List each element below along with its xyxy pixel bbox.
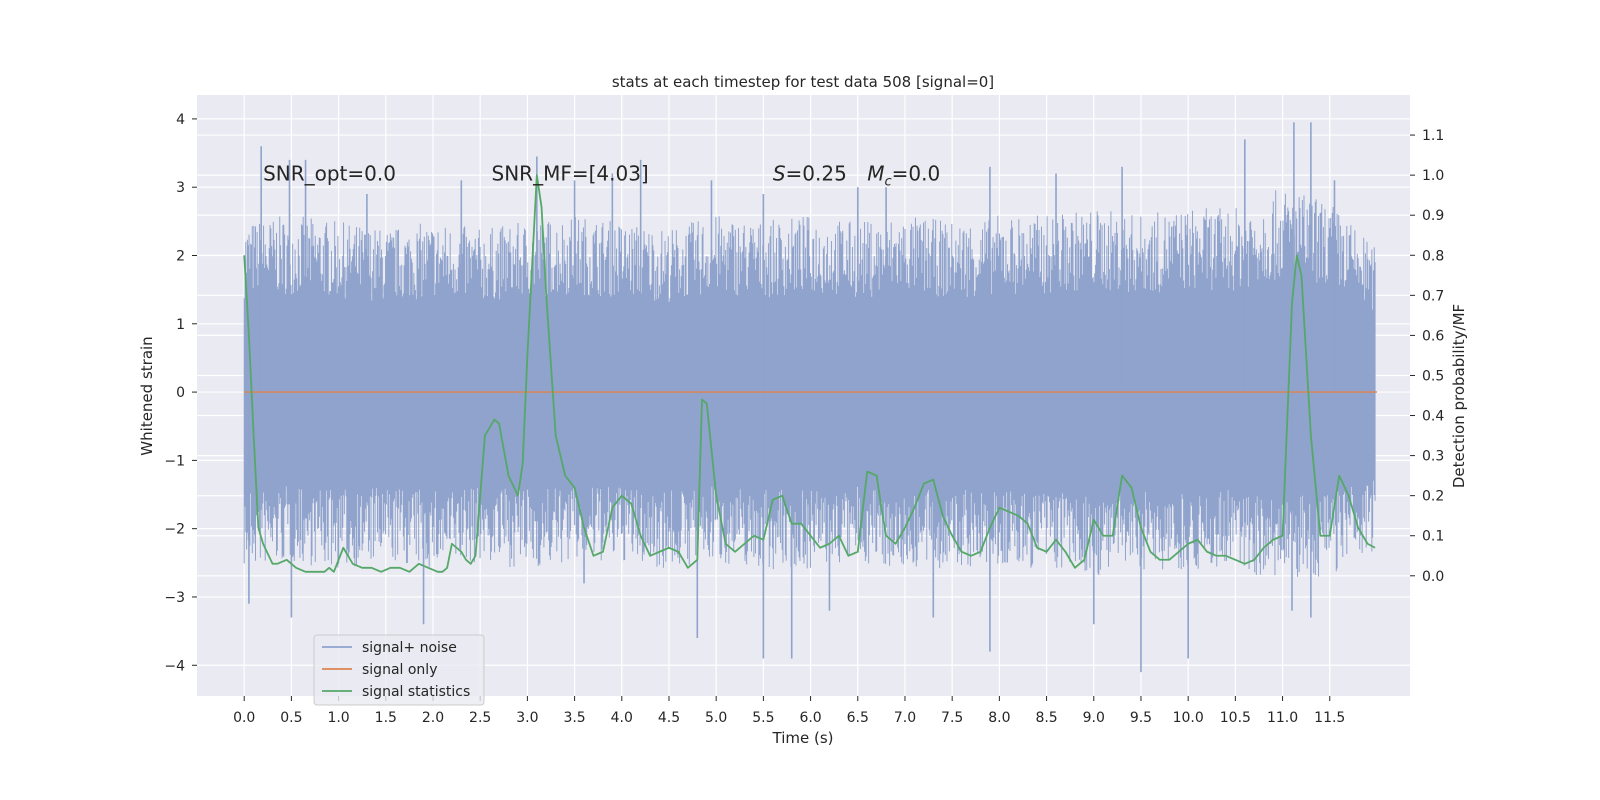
left-y-axis-ticks: 4 3 2 1 0 −1 −2 −3 −4 [164, 112, 197, 674]
yl-tick-label-2: 2 [176, 248, 185, 264]
x-tick-label-20: 10.0 [1173, 710, 1204, 726]
yr-tick-label-6: 0.5 [1422, 368, 1444, 384]
yl-tick-label-7: −3 [164, 590, 185, 606]
x-tick-label-16: 8.0 [988, 710, 1010, 726]
x-tick-label-15: 7.5 [941, 710, 963, 726]
x-tick-label-6: 3.0 [516, 710, 538, 726]
x-tick-label-21: 10.5 [1220, 710, 1251, 726]
x-tick-label-17: 8.5 [1035, 710, 1057, 726]
annotation-snr-mf: SNR_MF=[4.03] [492, 161, 649, 185]
yl-tick-label-3: 1 [176, 317, 185, 333]
yl-tick-label-8: −4 [164, 658, 185, 674]
x-tick-label-18: 9.0 [1083, 710, 1105, 726]
yr-tick-label-3: 0.8 [1422, 248, 1444, 264]
legend-box [313, 634, 485, 706]
left-y-axis-label: Whitened strain [138, 336, 156, 455]
x-tick-label-7: 3.5 [563, 710, 585, 726]
yr-tick-label-8: 0.3 [1422, 449, 1444, 465]
x-tick-label-8: 4.0 [611, 710, 633, 726]
x-tick-label-10: 5.0 [705, 710, 727, 726]
signal-statistics-trace [243, 174, 1376, 573]
yr-tick-label-11: 0.0 [1422, 569, 1444, 585]
annotation-mc-value: Mc=0.0 [867, 161, 940, 189]
x-tick-label-19: 9.5 [1130, 710, 1152, 726]
legend-label-signal-noise: signal+ noise [362, 640, 457, 656]
x-tick-label-3: 1.5 [375, 710, 397, 726]
annotation-snr-opt: SNR_opt=0.0 [263, 161, 396, 185]
yl-tick-label-1: 3 [176, 180, 185, 196]
x-tick-label-2: 1.0 [327, 710, 349, 726]
x-tick-label-1: 0.5 [280, 710, 302, 726]
yr-tick-label-1: 1.0 [1422, 168, 1444, 184]
x-tick-label-0: 0.0 [233, 710, 255, 726]
x-tick-label-13: 6.5 [847, 710, 869, 726]
x-tick-label-23: 11.5 [1314, 710, 1345, 726]
x-axis-ticks: 0.0 0.5 1.0 1.5 2.0 2.5 3.0 3.5 4.0 4.5 5.0 5.5 6.0 6… [233, 696, 1345, 726]
annotations: SNR_opt=0.0 SNR_MF=[4.03] S=0.25 Mc=0.0 [263, 161, 940, 189]
signal-noise-line [243, 190, 1376, 577]
x-axis-label: Time (s) [772, 729, 834, 747]
x-tick-label-5: 2.5 [469, 710, 491, 726]
x-tick-label-4: 2.0 [422, 710, 444, 726]
x-tick-label-9: 4.5 [658, 710, 680, 726]
yl-tick-label-6: −2 [164, 522, 185, 538]
yl-tick-label-4: 0 [176, 385, 185, 401]
yl-tick-label-0: 4 [176, 112, 185, 128]
right-y-axis-label: Detection probability/MF [1450, 304, 1468, 488]
x-tick-label-14: 7.0 [894, 710, 916, 726]
legend-label-signal-only: signal only [362, 662, 437, 678]
yr-tick-label-4: 0.7 [1422, 288, 1444, 304]
yr-tick-label-2: 0.9 [1422, 208, 1444, 224]
x-tick-label-12: 6.0 [799, 710, 821, 726]
yr-tick-label-7: 0.4 [1422, 409, 1444, 425]
x-tick-label-22: 11.0 [1267, 710, 1298, 726]
legend: signal+ noise signal only signal statist… [313, 634, 485, 706]
yl-tick-label-5: −1 [164, 453, 185, 469]
right-y-axis-ticks: 1.1 1.0 0.9 0.8 0.7 0.6 0.5 0.4 0.3 0.2 0.1 0.0 [1410, 128, 1444, 585]
yr-tick-label-10: 0.1 [1422, 529, 1444, 545]
yr-tick-label-9: 0.2 [1422, 489, 1444, 505]
yr-tick-label-0: 1.1 [1422, 128, 1444, 144]
chart-title: stats at each timestep for test data 508… [612, 73, 994, 91]
yr-tick-label-5: 0.6 [1422, 328, 1444, 344]
x-tick-label-11: 5.5 [752, 710, 774, 726]
signal-statistics-line [243, 174, 1376, 573]
legend-label-signal-statistics: signal statistics [362, 684, 470, 700]
annotation-s-value: S=0.25 [773, 161, 847, 185]
